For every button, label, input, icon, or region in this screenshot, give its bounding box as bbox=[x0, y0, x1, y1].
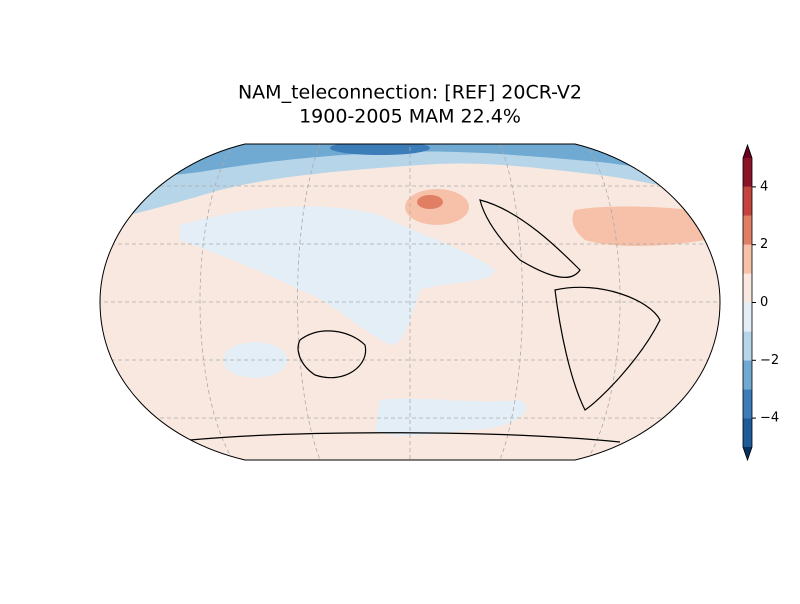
graticule bbox=[100, 144, 720, 460]
field-positive bbox=[572, 206, 705, 246]
map-field bbox=[100, 144, 720, 460]
colorbar-tick-label: 4 bbox=[760, 179, 768, 194]
colorbar-segment bbox=[743, 215, 752, 245]
field-negative bbox=[180, 206, 495, 345]
field-negative bbox=[100, 144, 720, 185]
colorbar-tick-label: −2 bbox=[760, 353, 779, 368]
colorbar: −4 −2 0 2 4 bbox=[742, 143, 779, 462]
colorbar-tick-label: 2 bbox=[760, 237, 768, 252]
colorbar-extend bbox=[743, 447, 752, 460]
title-line: 1900-2005 MAM 22.4% bbox=[299, 106, 521, 128]
field-positive bbox=[417, 195, 443, 209]
colorbar-segment bbox=[743, 273, 752, 303]
colorbar-segment bbox=[743, 186, 752, 216]
map-outline bbox=[99, 143, 721, 461]
colorbar-tick-label: 0 bbox=[760, 295, 768, 310]
colorbar-segment bbox=[743, 158, 752, 187]
colorbar-segment bbox=[743, 418, 752, 447]
colorbar-segment bbox=[743, 244, 752, 274]
colorbar-extend bbox=[743, 145, 752, 158]
colorbar-segment bbox=[743, 302, 752, 332]
colorbar-segment bbox=[743, 360, 752, 390]
colorbar-segment bbox=[743, 331, 752, 361]
title-line: NAM_teleconnection: [REF] 20CR-V2 bbox=[238, 82, 582, 104]
colorbar-tick-label: −4 bbox=[760, 411, 779, 426]
field-negative bbox=[375, 398, 527, 436]
colorbar-outline bbox=[742, 143, 753, 462]
coastline bbox=[189, 199, 661, 443]
colorbar-segment bbox=[743, 389, 752, 419]
